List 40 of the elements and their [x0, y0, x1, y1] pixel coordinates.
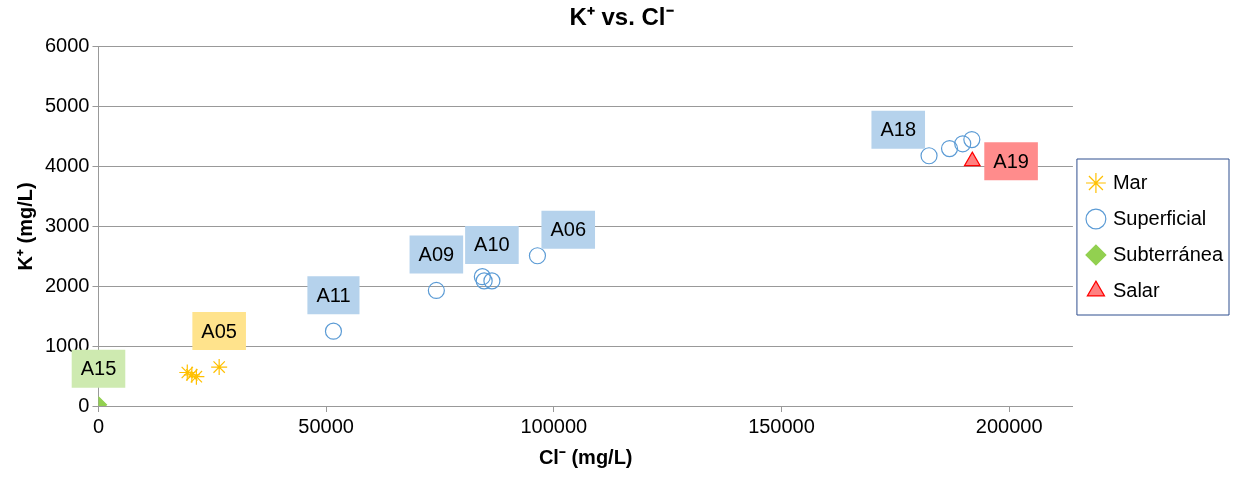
- legend-label: Superficial: [1112, 206, 1207, 229]
- y-tick-label: 0: [78, 393, 90, 416]
- legend-label: Salar: [1112, 278, 1160, 301]
- data-label: A11: [316, 283, 351, 306]
- data-label: A19: [993, 149, 1029, 172]
- data-label: A06: [550, 218, 587, 241]
- x-tick-label: 150000: [748, 414, 815, 437]
- point: [183, 366, 201, 384]
- data-label: A15: [80, 357, 117, 380]
- chart-title: K⁺ vs. Cl⁻: [569, 3, 674, 31]
- point: [528, 247, 547, 265]
- y-tick-label: 5000: [44, 94, 90, 117]
- point: [483, 272, 501, 290]
- data-label: A09: [418, 242, 455, 265]
- y-tick-label: 3000: [44, 213, 90, 236]
- point: [963, 130, 981, 149]
- legend-label: Subterránea: [1112, 242, 1224, 265]
- point: [324, 322, 343, 340]
- y-tick-label: 4000: [44, 154, 90, 177]
- x-tick-label: 100000: [520, 414, 588, 437]
- y-axis-title: K⁺ (mg/L): [13, 182, 36, 271]
- point: [954, 135, 972, 153]
- legend-label: Mar: [1112, 170, 1148, 193]
- point: [473, 268, 491, 286]
- point: [178, 363, 196, 382]
- point: [427, 281, 445, 300]
- point: [210, 358, 228, 376]
- data-label: A05: [201, 319, 237, 342]
- x-tick-label: 200000: [975, 414, 1043, 437]
- x-axis-title: Cl⁻ (mg/L): [538, 445, 633, 468]
- point: [940, 139, 959, 158]
- data-label: A10: [474, 233, 510, 256]
- x-tick-label: 0: [92, 414, 105, 437]
- y-tick-label: 2000: [44, 273, 90, 296]
- point: [187, 368, 205, 386]
- y-tick-label: 6000: [44, 34, 90, 57]
- point: [920, 147, 938, 165]
- x-tick-label: 50000: [298, 414, 354, 437]
- data-label: A18: [880, 118, 917, 141]
- point: [475, 272, 493, 290]
